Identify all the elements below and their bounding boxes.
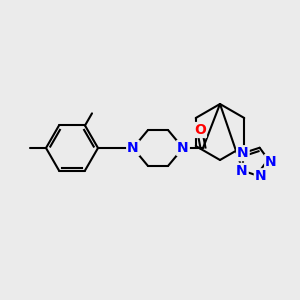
Text: O: O (194, 123, 206, 137)
Text: N: N (237, 146, 249, 160)
Text: N: N (127, 141, 139, 155)
Text: N: N (236, 164, 248, 178)
Text: N: N (177, 141, 189, 155)
Text: N: N (255, 169, 266, 183)
Text: N: N (265, 155, 277, 169)
